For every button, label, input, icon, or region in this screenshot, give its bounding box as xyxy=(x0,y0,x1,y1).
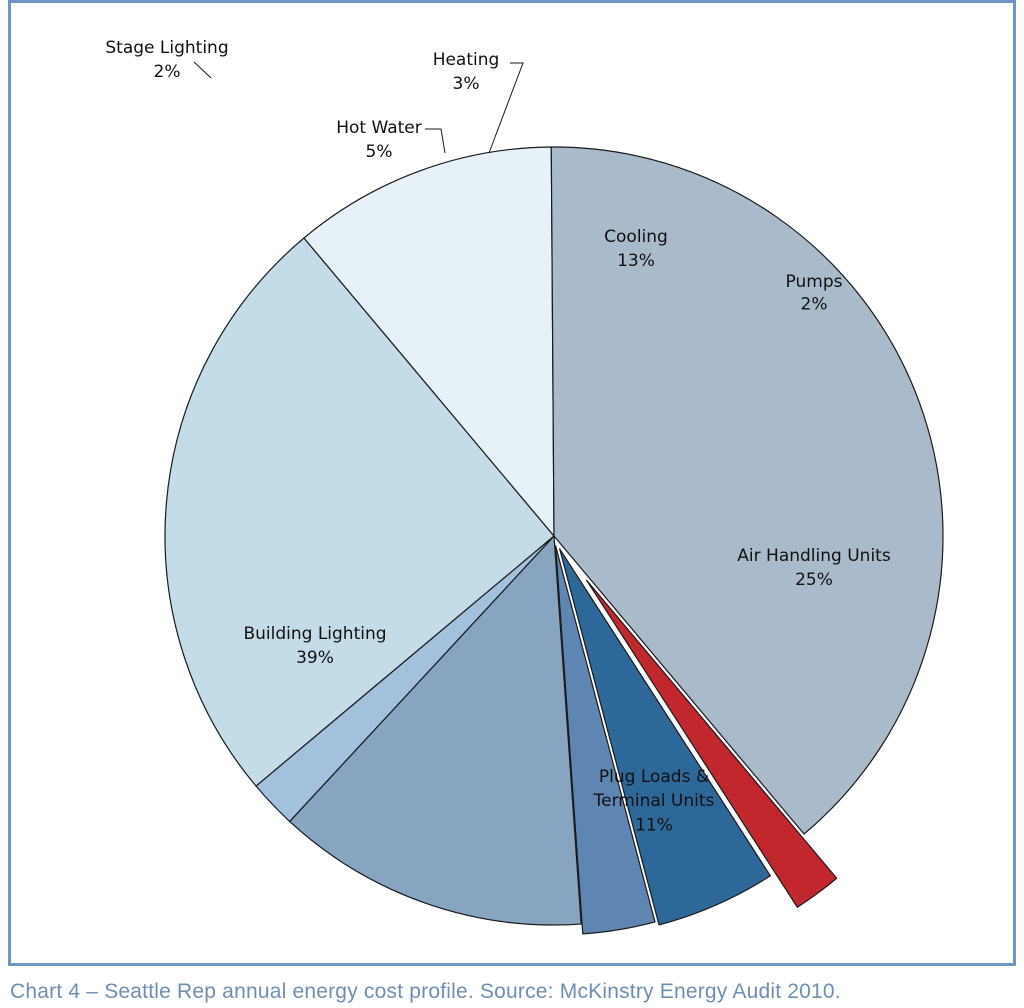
slice-value-label-building-lighting: 39% xyxy=(296,648,334,668)
pie-slice-air-handling-units xyxy=(164,237,555,787)
slice-name-label-hot-water: Hot Water xyxy=(336,118,422,138)
pie-chart: Stage Lighting 2% Hot Water 5% Heating 3% Cool… xyxy=(105,38,944,935)
slice-value-label-pumps: 2% xyxy=(801,295,828,315)
slice-value-label-plug-loads-terminal-units: 11% xyxy=(635,815,673,835)
slice-name-label-building-lighting: Building Lighting xyxy=(243,624,386,644)
pie-slice-building-lighting xyxy=(550,146,944,835)
leader-line-stage-lighting xyxy=(193,61,212,79)
slice-value-label-hot-water: 5% xyxy=(366,142,393,162)
pie-slice-hot-water xyxy=(559,548,771,926)
leader-line-hot-water xyxy=(425,128,446,154)
slice-name-label-plug-loads-terminal-units: Plug Loads & xyxy=(599,767,709,787)
pie-slice-stage-lighting xyxy=(586,579,838,908)
slice-name-label-air-handling-units: Air Handling Units xyxy=(737,546,891,566)
pie-slice-heating xyxy=(555,545,656,935)
slice-value-label-stage-lighting: 2% xyxy=(154,62,181,82)
slice-value-label-heating: 3% xyxy=(453,74,480,94)
leader-line-heating xyxy=(488,62,524,154)
slice-name-label-cooling: Cooling xyxy=(604,227,668,247)
slice-value-label-air-handling-units: 25% xyxy=(795,570,833,590)
slice-name-label-heating: Heating xyxy=(433,50,500,70)
slice-name-label-pumps: Pumps xyxy=(786,272,843,292)
chart-frame: Stage Lighting 2% Hot Water 5% Heating 3% Cool… xyxy=(8,0,1016,966)
slice-name-label-plug-loads-terminal-units: Terminal Units xyxy=(593,791,715,811)
pie-slice-cooling xyxy=(289,535,582,926)
chart-caption: Chart 4 – Seattle Rep annual energy cost… xyxy=(10,980,841,1003)
pie-slice-plug-loads-terminal-units xyxy=(303,146,555,537)
slice-name-label-stage-lighting: Stage Lighting xyxy=(105,38,228,58)
slice-value-label-cooling: 13% xyxy=(617,251,655,271)
